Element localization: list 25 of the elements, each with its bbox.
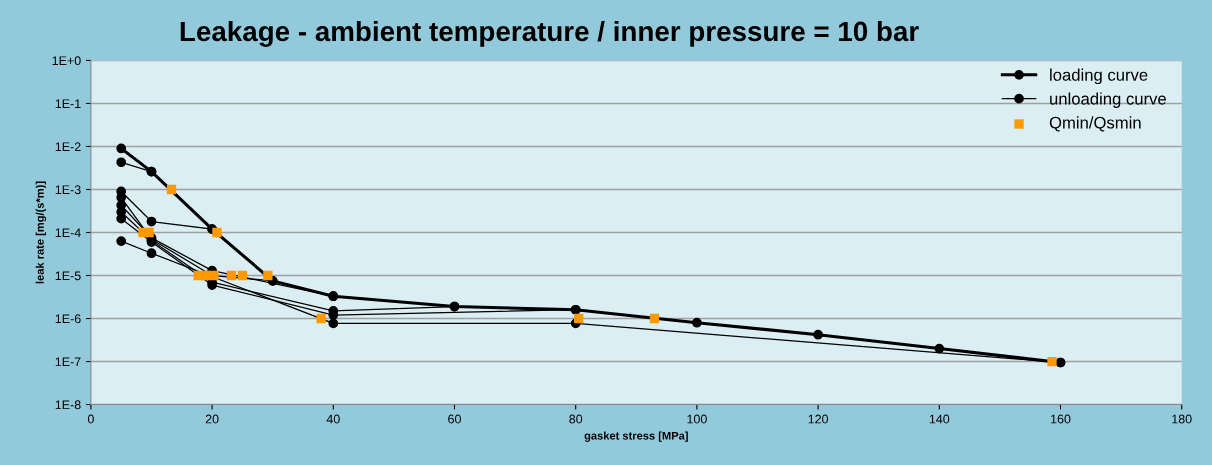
- y-tick-label: 1E-1: [55, 99, 81, 108]
- legend-label: Qmin/Qsmin: [1049, 116, 1141, 132]
- y-tick-label: 1E-4: [55, 228, 81, 238]
- y-tick-label: 1E-5: [55, 271, 81, 281]
- x-tick-label: 160: [1051, 414, 1071, 424]
- x-tick-label: 0: [87, 414, 94, 424]
- x-tick-label: 80: [569, 414, 583, 424]
- y-tick-label: 1E-6: [55, 314, 81, 324]
- chart-title: Leakage - ambient temperature / inner pressure = 10 bar: [180, 20, 919, 47]
- x-tick-label: 140: [929, 414, 950, 424]
- y-tick-label: 1E-8: [55, 400, 81, 410]
- legend-label: loading curve: [1050, 68, 1148, 85]
- x-tick-label: 40: [326, 414, 340, 424]
- y-axis-title: leak rate [mg/(s*m)]: [35, 181, 47, 284]
- x-tick-label: 180: [1172, 414, 1192, 424]
- x-tick-label: 20: [205, 414, 219, 424]
- y-tick-label: 1E+0: [52, 56, 81, 66]
- x-tick-label: 120: [808, 414, 829, 424]
- y-tick-label: 1E-3: [55, 185, 81, 195]
- x-tick-label: 100: [687, 414, 707, 424]
- x-tick-label: 60: [448, 414, 461, 424]
- x-axis-title: gasket stress [MPa]: [584, 431, 688, 442]
- legend-label: unloading curve: [1050, 92, 1166, 108]
- y-tick-label: 1E-7: [55, 357, 81, 367]
- y-tick-label: 1E-2: [55, 142, 81, 151]
